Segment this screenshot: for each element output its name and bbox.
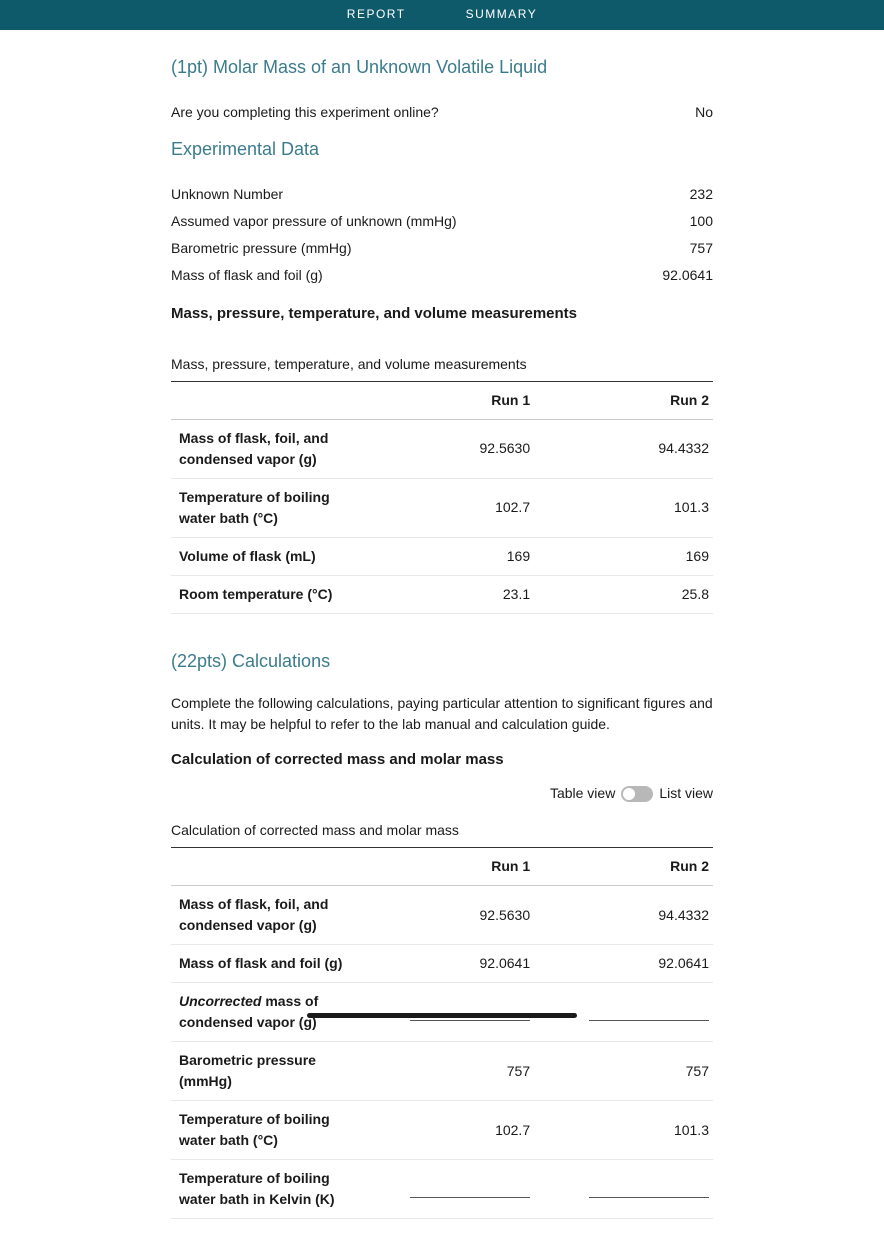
exp-label: Barometric pressure (mmHg) bbox=[171, 238, 690, 259]
meas-r2: 169 bbox=[534, 537, 713, 575]
calculations-title: (22pts) Calculations bbox=[171, 648, 713, 675]
toggle-label-table: Table view bbox=[550, 783, 615, 804]
online-answer: No bbox=[695, 102, 713, 123]
meas-r1: 92.5630 bbox=[355, 419, 534, 478]
toggle-label-list: List view bbox=[659, 783, 713, 804]
calc-input-r1[interactable] bbox=[410, 1181, 530, 1198]
experimental-row: Unknown Number232 bbox=[171, 181, 713, 208]
table-row: Mass of flask and foil (g) 92.0641 92.0641 bbox=[171, 945, 713, 983]
online-row: Are you completing this experiment onlin… bbox=[171, 99, 713, 126]
calc-val-r1: 757 bbox=[507, 1063, 530, 1079]
calculations-table: Run 1 Run 2 Mass of flask, foil, and con… bbox=[171, 848, 713, 1219]
tab-summary[interactable]: SUMMARY bbox=[436, 0, 568, 30]
content: (1pt) Molar Mass of an Unknown Volatile … bbox=[171, 30, 713, 1249]
meas-label: Volume of flask (mL) bbox=[171, 537, 355, 575]
calc-val-r1: 92.0641 bbox=[480, 955, 531, 971]
calculations-body: Complete the following calculations, pay… bbox=[171, 693, 713, 735]
measurements-heading: Mass, pressure, temperature, and volume … bbox=[171, 303, 713, 326]
meas-r2: 25.8 bbox=[534, 575, 713, 613]
meas-r2: 94.4332 bbox=[534, 419, 713, 478]
measurements-table: Run 1 Run 2 Mass of flask, foil, and con… bbox=[171, 382, 713, 614]
tab-report[interactable]: REPORT bbox=[317, 0, 436, 33]
calc-input-r2[interactable] bbox=[589, 1181, 709, 1198]
meas-label: Room temperature (°C) bbox=[171, 575, 355, 613]
calc-val-r2: 101.3 bbox=[674, 1122, 709, 1138]
meas-r1: 102.7 bbox=[355, 478, 534, 537]
calc-caption: Calculation of corrected mass and molar … bbox=[171, 804, 713, 848]
calc-val-r1: 102.7 bbox=[495, 1122, 530, 1138]
exp-value: 92.0641 bbox=[662, 265, 713, 286]
top-tabs: REPORT SUMMARY bbox=[0, 0, 884, 30]
table-row: Barometric pressure (mmHg) 757 757 bbox=[171, 1042, 713, 1101]
view-toggle[interactable] bbox=[621, 786, 653, 802]
calc-val-r2: 94.4332 bbox=[658, 907, 709, 923]
calc-label: Temperature of boiling water bath (°C) bbox=[171, 1101, 355, 1160]
measurements-col1: Run 1 bbox=[355, 382, 534, 420]
table-row: Temperature of boiling water bath (°C) 10… bbox=[171, 1101, 713, 1160]
scrollbar-indicator bbox=[307, 1013, 577, 1018]
measurements-col2: Run 2 bbox=[534, 382, 713, 420]
calc-label: Mass of flask, foil, and condensed vapor… bbox=[171, 886, 355, 945]
exp-label: Unknown Number bbox=[171, 184, 690, 205]
exp-value: 757 bbox=[690, 238, 713, 259]
meas-label: Mass of flask, foil, and condensed vapor… bbox=[171, 419, 355, 478]
calc-input-r2[interactable] bbox=[589, 1004, 709, 1021]
exp-label: Assumed vapor pressure of unknown (mmHg) bbox=[171, 211, 690, 232]
meas-r1: 23.1 bbox=[355, 575, 534, 613]
meas-r1: 169 bbox=[355, 537, 534, 575]
exp-value: 232 bbox=[690, 184, 713, 205]
meas-r2: 101.3 bbox=[534, 478, 713, 537]
calculations-sub: Calculation of corrected mass and molar … bbox=[171, 749, 713, 772]
calc-label: Uncorrected mass of condensed vapor (g) bbox=[171, 983, 355, 1042]
meas-label: Temperature of boiling water bath (°C) bbox=[171, 478, 355, 537]
online-question: Are you completing this experiment onlin… bbox=[171, 102, 695, 123]
calc-val-r2: 757 bbox=[686, 1063, 709, 1079]
calc-val-r2: 92.0641 bbox=[658, 955, 709, 971]
exp-label: Mass of flask and foil (g) bbox=[171, 265, 662, 286]
view-toggle-group: Table view List view bbox=[171, 783, 713, 804]
table-row: Uncorrected mass of condensed vapor (g) bbox=[171, 983, 713, 1042]
exp-value: 100 bbox=[690, 211, 713, 232]
calc-label: Mass of flask and foil (g) bbox=[171, 945, 355, 983]
calc-label: Barometric pressure (mmHg) bbox=[171, 1042, 355, 1101]
section1-title: (1pt) Molar Mass of an Unknown Volatile … bbox=[171, 54, 713, 81]
experimental-heading: Experimental Data bbox=[171, 136, 713, 163]
calc-val-r1: 92.5630 bbox=[480, 907, 531, 923]
calc-col2: Run 2 bbox=[534, 848, 713, 886]
table-row: Temperature of boiling water bath in Kel… bbox=[171, 1160, 713, 1219]
table-row: Mass of flask, foil, and condensed vapor… bbox=[171, 886, 713, 945]
calc-col1: Run 1 bbox=[355, 848, 534, 886]
experimental-row: Barometric pressure (mmHg)757 bbox=[171, 235, 713, 262]
measurements-caption: Mass, pressure, temperature, and volume … bbox=[171, 338, 713, 382]
calc-label: Temperature of boiling water bath in Kel… bbox=[171, 1160, 355, 1219]
experimental-row: Assumed vapor pressure of unknown (mmHg)… bbox=[171, 208, 713, 235]
experimental-row: Mass of flask and foil (g)92.0641 bbox=[171, 262, 713, 289]
